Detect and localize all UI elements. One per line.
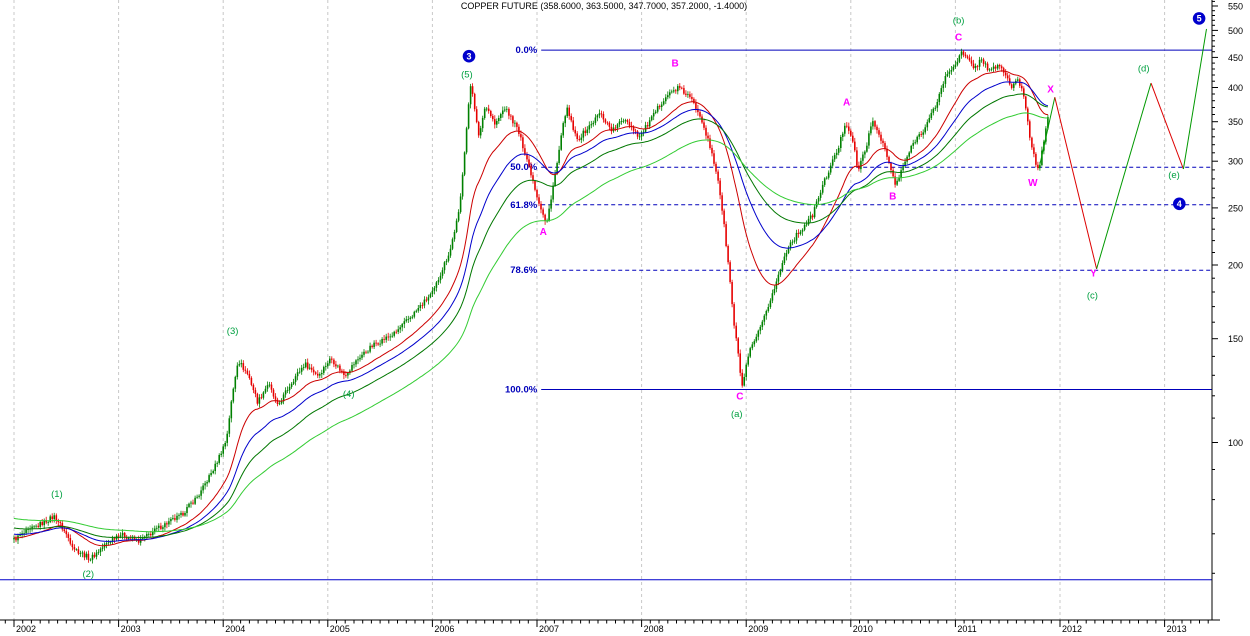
x-axis-year-label: 2005 bbox=[330, 624, 350, 634]
svg-text:5: 5 bbox=[1197, 14, 1202, 24]
fibonacci-levels: 0.0% 50.0% 61.8% 78.6% 100.0% bbox=[505, 45, 1212, 396]
x-axis-year-label: 2007 bbox=[539, 624, 559, 634]
moving-average-ema-medium bbox=[13, 81, 1049, 542]
wave-labels: (1) (2) (3) (4) (5) 3 A B C (a) A B (b) C W X Y (c) (d) (e)… bbox=[51, 12, 1206, 580]
y-axis-tick-label: 400 bbox=[1228, 83, 1243, 93]
projection-segment bbox=[1038, 97, 1056, 169]
fib-label: 78.6% bbox=[510, 265, 537, 276]
wave-label: (a) bbox=[731, 409, 743, 420]
moving-average-ema-slowest bbox=[13, 112, 1048, 533]
wave-label: C bbox=[736, 391, 743, 402]
wave-label: A bbox=[843, 98, 850, 109]
wave-label: (4) bbox=[343, 389, 355, 400]
x-axis-year-label: 2002 bbox=[16, 624, 36, 634]
y-axis-tick-label: 450 bbox=[1228, 53, 1243, 63]
wave-label: X bbox=[1047, 84, 1054, 95]
chart-title: COPPER FUTURE (358.6000, 363.5000, 347.7… bbox=[460, 1, 748, 11]
x-axis-year-label: 2012 bbox=[1062, 624, 1082, 634]
y-axis-tick-label: 200 bbox=[1228, 261, 1243, 271]
x-axis-year-label: 2008 bbox=[644, 624, 664, 634]
fib-label: 50.0% bbox=[510, 162, 537, 173]
moving-average-ema-fast bbox=[13, 70, 1048, 547]
wave-label: (e) bbox=[1168, 170, 1180, 181]
moving-average-ema-slow bbox=[13, 93, 1048, 539]
x-axis-year-label: 2003 bbox=[121, 624, 141, 634]
wave-label: B bbox=[671, 59, 678, 70]
projection-segment bbox=[1150, 82, 1184, 170]
x-axis-year-label: 2013 bbox=[1167, 624, 1187, 634]
x-axis-year-label: 2009 bbox=[748, 624, 768, 634]
x-axis-year-label: 2010 bbox=[853, 624, 873, 634]
fib-label: 0.0% bbox=[516, 45, 538, 56]
projection-segment bbox=[1096, 82, 1152, 270]
wave-circle-badge bbox=[1192, 12, 1206, 25]
wave-label: (1) bbox=[51, 489, 63, 500]
y-axis-tick-label: 500 bbox=[1228, 26, 1243, 36]
wave-label: W bbox=[1028, 178, 1038, 189]
y-axis-tick-label: 250 bbox=[1228, 203, 1243, 213]
fib-label: 100.0% bbox=[505, 385, 538, 396]
x-axis-year-label: 2004 bbox=[225, 624, 245, 634]
wave-label: (d) bbox=[1138, 63, 1150, 74]
svg-text:4: 4 bbox=[1177, 199, 1182, 209]
y-axis-tick-label: 150 bbox=[1228, 334, 1243, 344]
x-axis-year-label: 2006 bbox=[434, 624, 454, 634]
wave-label: (2) bbox=[82, 569, 94, 580]
wave-projection bbox=[1038, 28, 1207, 270]
wave-label: C bbox=[955, 33, 962, 44]
wave-label: Y bbox=[1090, 268, 1097, 279]
wave-circle-badge bbox=[1173, 197, 1186, 211]
wave-label: (3) bbox=[227, 326, 239, 337]
wave-label: (c) bbox=[1087, 290, 1098, 301]
projection-segment bbox=[1054, 97, 1098, 270]
y-axis-tick-label: 100 bbox=[1228, 438, 1243, 448]
svg-text:3: 3 bbox=[466, 51, 471, 61]
y-axis-tick-label: 550 bbox=[1228, 2, 1243, 12]
wave-circle-badge bbox=[462, 49, 476, 63]
projection-segment bbox=[1182, 28, 1207, 170]
fib-label: 61.8% bbox=[510, 200, 537, 211]
wave-label: (5) bbox=[461, 69, 473, 80]
x-axis-year-label: 2011 bbox=[957, 624, 976, 634]
wave-label: (b) bbox=[953, 15, 965, 26]
wave-label: A bbox=[540, 227, 547, 238]
y-axis-tick-label: 350 bbox=[1228, 117, 1243, 127]
year-gridlines bbox=[13, 0, 1166, 620]
wave-label: B bbox=[889, 191, 896, 202]
y-axis-tick-label: 300 bbox=[1228, 157, 1243, 167]
candlesticks bbox=[13, 48, 1049, 564]
